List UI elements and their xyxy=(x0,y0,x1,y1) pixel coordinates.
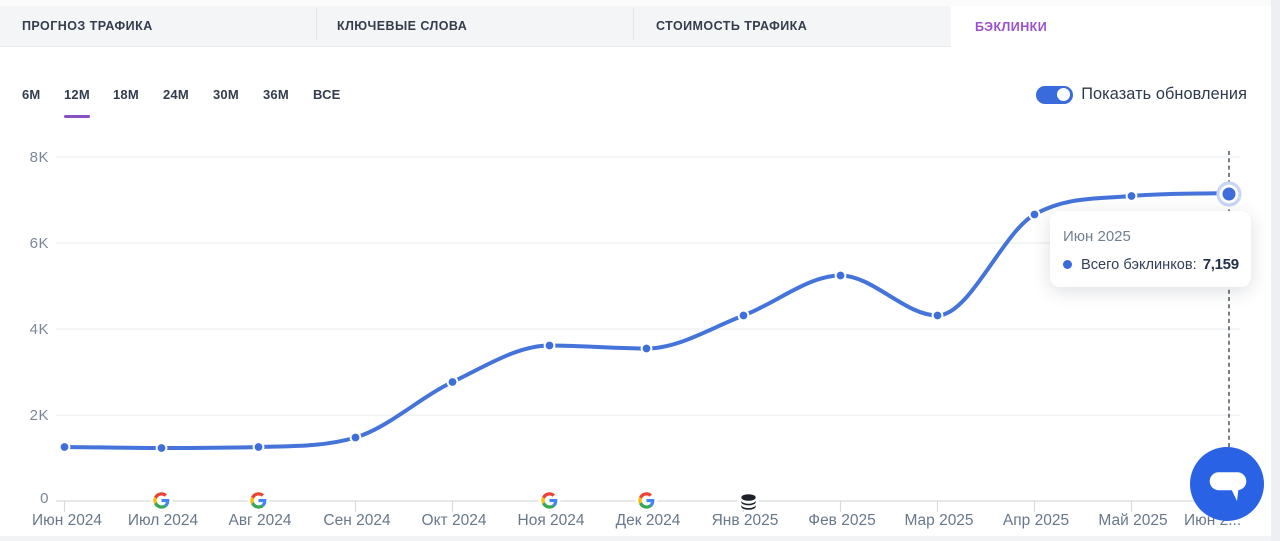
svg-text:Окт 2024: Окт 2024 xyxy=(422,512,487,529)
svg-text:8K: 8K xyxy=(30,149,49,166)
svg-text:Июл 2024: Июл 2024 xyxy=(128,512,199,529)
svg-text:0: 0 xyxy=(40,490,49,507)
svg-text:6K: 6K xyxy=(30,235,49,252)
svg-text:2K: 2K xyxy=(30,407,49,424)
svg-text:Ноя 2024: Ноя 2024 xyxy=(518,512,585,529)
svg-text:Май 2025: Май 2025 xyxy=(1098,512,1167,529)
svg-text:Мар 2025: Мар 2025 xyxy=(904,512,973,529)
svg-text:Апр 2025: Апр 2025 xyxy=(1003,512,1069,529)
svg-text:Фев 2025: Фев 2025 xyxy=(808,512,875,529)
svg-text:Дек 2024: Дек 2024 xyxy=(616,512,681,529)
svg-text:4K: 4K xyxy=(30,321,49,338)
svg-text:Июн 2024: Июн 2024 xyxy=(32,512,102,529)
svg-text:Сен 2024: Сен 2024 xyxy=(323,512,391,529)
svg-text:Авг 2024: Авг 2024 xyxy=(228,512,291,529)
svg-text:Янв 2025: Янв 2025 xyxy=(712,512,779,529)
